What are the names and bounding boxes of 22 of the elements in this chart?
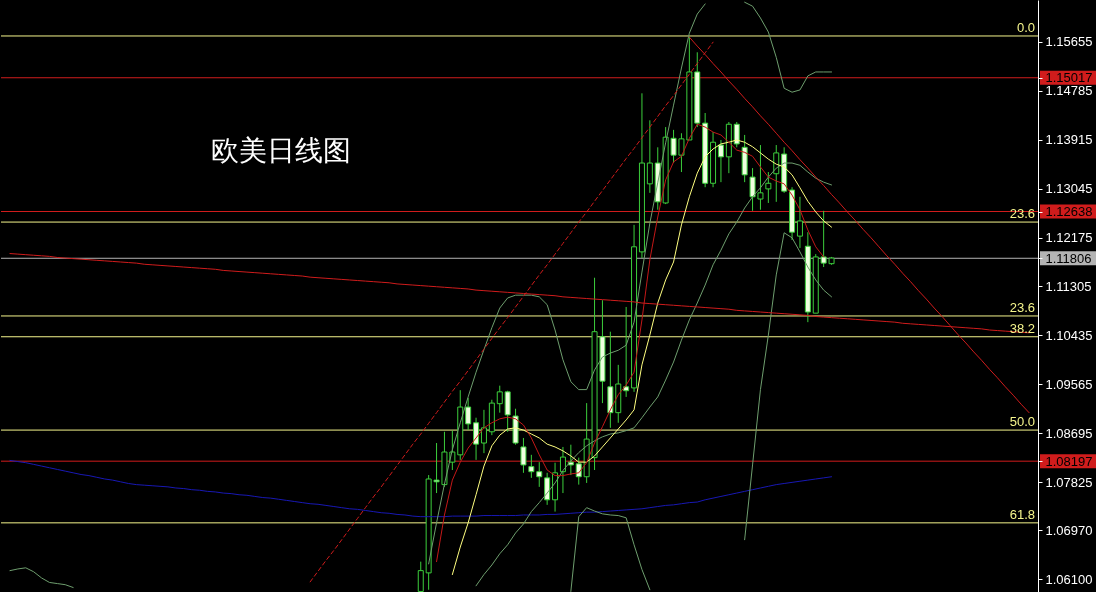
y-tick-label: 1.12638 <box>1045 204 1093 219</box>
y-tick-label: 1.08197 <box>1045 453 1093 469</box>
y-tick-label: 1.07825 <box>1045 474 1093 490</box>
y-tick-label: 1.14785 <box>1045 83 1093 99</box>
y-tick-label: 1.08695 <box>1045 425 1093 441</box>
y-tick-label: 1.15655 <box>1045 34 1093 50</box>
y-tick-label: 1.11806 <box>1045 250 1092 266</box>
annotation: 50.0 <box>1009 414 1035 430</box>
y-tick-label: 1.13915 <box>1045 132 1093 148</box>
y-tick-label: 1.06970 <box>1045 522 1093 538</box>
y-tick-label: 1.10435 <box>1045 327 1093 343</box>
text: 欧美日线图 <box>211 134 351 167</box>
annotation: 61.8 <box>1009 506 1035 522</box>
y-tick-label: 1.12175 <box>1045 230 1093 246</box>
y-tick-label: 1.13045 <box>1045 181 1093 197</box>
annotation: 38.2 <box>1009 320 1035 336</box>
annotation: 23.6 <box>1009 299 1035 315</box>
y-tick-label: 1.06100 <box>1045 571 1093 587</box>
y-tick-label: 1.09565 <box>1045 376 1093 392</box>
y-tick-label: 1.15017 <box>1045 70 1093 86</box>
annotation: 0.0 <box>1016 19 1035 35</box>
y-tick-label: 1.11305 <box>1045 278 1092 294</box>
